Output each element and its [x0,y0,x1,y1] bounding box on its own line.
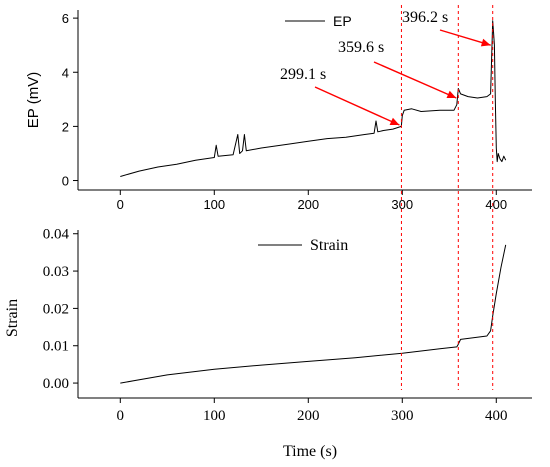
strain-x-tick-label: 400 [485,408,508,424]
ep-y-tick-label: 6 [62,11,69,26]
strain-legend-label: Strain [310,237,348,254]
ep-panel: 0 100 200 300 400 0 2 4 6 EP (mV) EP 299.1 s 359… [25,9,532,212]
strain-y-axis-label: Strain [4,299,21,337]
event-markers [400,5,494,390]
strain-y-tick-label: 0.01 [43,339,69,355]
ep-series-line [120,20,507,177]
ep-x-tick-label: 200 [297,197,319,212]
ep-y-tick-label: 4 [62,65,69,80]
annotation-label: 359.6 s [338,39,384,56]
ep-y-tick-label: 0 [62,174,69,189]
strain-legend: Strain [258,237,348,254]
annotation-arrowhead [446,90,457,98]
ep-x-tick-label: 100 [203,197,225,212]
annotation-arrowhead [480,38,491,47]
ep-y-tick-label: 2 [62,119,69,134]
ep-y-axis-label: EP (mV) [25,72,42,128]
annotation-label: 299.1 s [280,66,326,83]
strain-y-tick-label: 0.00 [43,376,69,392]
annotation-label: 396.2 s [402,9,448,26]
ep-x-tick-label: 0 [117,197,124,212]
ep-legend-label: EP [333,13,352,29]
strain-y-tick-label: 0.04 [43,227,70,243]
ep-x-tick-label: 300 [391,197,413,212]
strain-y-tick-label: 0.03 [43,264,69,280]
strain-series-line [120,244,507,384]
ep-legend: EP [285,13,352,29]
annotation-arrowhead [389,117,400,125]
strain-x-tick-label: 0 [117,408,125,424]
annotation-arrow [314,86,400,126]
ep-x-ticks: 0 100 200 300 400 [117,190,507,212]
annotation-arrow [373,61,457,99]
strain-x-tick-label: 300 [391,408,414,424]
ep-annotations: 299.1 s 359.6 s 396.2 s [280,9,491,126]
strain-panel: 0 100 200 300 400 0.00 0.01 0.02 0.03 0.04 Strai… [4,227,532,460]
ep-x-tick-label: 400 [485,197,507,212]
strain-y-tick-label: 0.02 [43,301,69,317]
strain-x-ticks: 0 100 200 300 400 [117,398,508,424]
strain-x-tick-label: 100 [203,408,226,424]
strain-y-ticks: 0.00 0.01 0.02 0.03 0.04 [43,227,78,392]
ep-y-ticks: 0 2 4 6 [62,11,78,189]
strain-x-axis-label: Time (s) [283,443,337,460]
strain-x-tick-label: 200 [297,408,320,424]
